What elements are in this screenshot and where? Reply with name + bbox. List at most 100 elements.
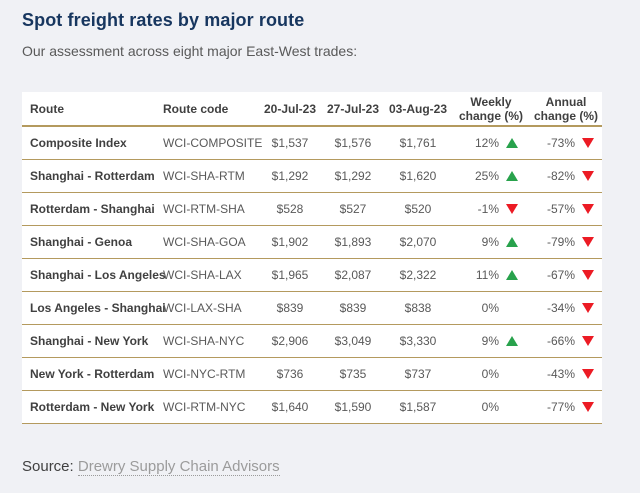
weekly-change-value: 0% <box>481 367 499 381</box>
annual-change-cell: -34% <box>530 291 602 325</box>
route-code-cell: WCI-SHA-GOA <box>163 225 258 259</box>
weekly-change-value: -1% <box>477 202 499 216</box>
route-cell: Shanghai - Rotterdam <box>22 159 163 193</box>
column-header-date-3: 03-Aug-23 <box>384 92 452 127</box>
annual-change-cell: -73% <box>530 126 602 160</box>
column-header-label: 20-Jul-23 <box>263 101 317 116</box>
route-cell: Rotterdam - Shanghai <box>22 192 163 226</box>
rate-cell-03-aug: $520 <box>384 192 452 226</box>
rates-table-card: Route Route code 20-Jul-23 27-Jul-23 03-… <box>22 92 602 424</box>
rate-cell-03-aug: $3,330 <box>384 324 452 358</box>
down-arrow-icon <box>582 204 594 214</box>
weekly-change-cell: 9% <box>452 324 530 358</box>
rate-cell-27-jul: $735 <box>322 357 384 391</box>
down-arrow-icon <box>582 270 594 280</box>
rate-cell-27-jul: $1,576 <box>322 126 384 160</box>
weekly-change-cell: 11% <box>452 258 530 292</box>
annual-change-cell: -77% <box>530 390 602 424</box>
up-arrow-icon <box>506 237 518 247</box>
column-header-route-code: Route code <box>163 92 258 127</box>
rate-cell-27-jul: $839 <box>322 291 384 325</box>
annual-change-value: -43% <box>546 367 575 381</box>
down-arrow-icon <box>506 204 518 214</box>
route-code-cell: WCI-NYC-RTM <box>163 357 258 391</box>
down-arrow-icon <box>582 336 594 346</box>
rate-cell-27-jul: $1,893 <box>322 225 384 259</box>
route-cell: Shanghai - Genoa <box>22 225 163 259</box>
weekly-change-cell: -1% <box>452 192 530 226</box>
annual-change-value: -73% <box>546 136 575 150</box>
route-cell: Rotterdam - New York <box>22 390 163 424</box>
weekly-change-value: 0% <box>481 301 499 315</box>
table-row: Shanghai - New York WCI-SHA-NYC $2,906 $… <box>22 324 602 358</box>
rate-cell-03-aug: $838 <box>384 291 452 325</box>
rate-cell-03-aug: $1,620 <box>384 159 452 193</box>
up-arrow-icon <box>506 138 518 148</box>
annual-change-value: -77% <box>546 400 575 414</box>
weekly-change-cell: 9% <box>452 225 530 259</box>
weekly-change-value: 12% <box>474 136 499 150</box>
rate-cell-27-jul: $3,049 <box>322 324 384 358</box>
annual-change-cell: -82% <box>530 159 602 193</box>
route-cell: Composite Index <box>22 126 163 160</box>
column-header-label: change (%) <box>458 108 523 123</box>
up-arrow-icon <box>506 171 518 181</box>
rate-cell-27-jul: $527 <box>322 192 384 226</box>
table-row: Shanghai - Los Angeles WCI-SHA-LAX $1,96… <box>22 258 602 292</box>
annual-change-value: -57% <box>546 202 575 216</box>
weekly-change-cell: 25% <box>452 159 530 193</box>
table-header-row: Route Route code 20-Jul-23 27-Jul-23 03-… <box>22 92 602 127</box>
weekly-change-value: 0% <box>481 400 499 414</box>
down-arrow-icon <box>582 237 594 247</box>
weekly-change-cell: 0% <box>452 357 530 391</box>
column-header-weekly-change: Weekly change (%) <box>452 92 530 127</box>
weekly-change-cell: 0% <box>452 390 530 424</box>
page-subtitle: Our assessment across eight major East-W… <box>22 43 358 59</box>
up-arrow-icon <box>506 336 518 346</box>
route-code-cell: WCI-SHA-RTM <box>163 159 258 193</box>
table-row: Shanghai - Rotterdam WCI-SHA-RTM $1,292 … <box>22 159 602 193</box>
route-code-cell: WCI-SHA-NYC <box>163 324 258 358</box>
table-row: New York - Rotterdam WCI-NYC-RTM $736 $7… <box>22 357 602 391</box>
column-header-annual-change: Annual change (%) <box>530 92 602 127</box>
down-arrow-icon <box>582 369 594 379</box>
route-code-cell: WCI-RTM-NYC <box>163 390 258 424</box>
table-header: Route Route code 20-Jul-23 27-Jul-23 03-… <box>22 92 602 127</box>
annual-change-value: -82% <box>546 169 575 183</box>
rate-cell-27-jul: $2,087 <box>322 258 384 292</box>
up-arrow-icon <box>506 270 518 280</box>
rate-cell-20-jul: $1,640 <box>258 390 322 424</box>
column-header-route: Route <box>22 92 163 127</box>
route-code-cell: WCI-SHA-LAX <box>163 258 258 292</box>
route-code-cell: WCI-RTM-SHA <box>163 192 258 226</box>
route-code-cell: WCI-COMPOSITE <box>163 126 262 160</box>
down-arrow-icon <box>582 171 594 181</box>
rate-cell-20-jul: $1,902 <box>258 225 322 259</box>
annual-change-value: -79% <box>546 235 575 249</box>
route-code-cell: WCI-LAX-SHA <box>163 291 258 325</box>
column-header-label: Route <box>30 101 64 116</box>
rate-cell-03-aug: $1,761 <box>384 126 452 160</box>
rate-cell-03-aug: $2,070 <box>384 225 452 259</box>
down-arrow-icon <box>582 402 594 412</box>
down-arrow-icon <box>582 303 594 313</box>
column-header-date-2: 27-Jul-23 <box>322 92 384 127</box>
rates-table: Route Route code 20-Jul-23 27-Jul-23 03-… <box>22 92 602 424</box>
rate-cell-20-jul: $736 <box>258 357 322 391</box>
rate-cell-20-jul: $1,537 <box>258 126 322 160</box>
rate-cell-20-jul: $1,965 <box>258 258 322 292</box>
down-arrow-icon <box>582 138 594 148</box>
rate-cell-20-jul: $1,292 <box>258 159 322 193</box>
annual-change-value: -34% <box>546 301 575 315</box>
column-header-label: 27-Jul-23 <box>326 101 380 116</box>
column-header-label: 03-Aug-23 <box>388 101 447 116</box>
column-header-label: Route code <box>163 101 229 116</box>
table-body: Composite Index WCI-COMPOSITE $1,537 $1,… <box>22 126 602 424</box>
rate-cell-20-jul: $528 <box>258 192 322 226</box>
rate-cell-20-jul: $2,906 <box>258 324 322 358</box>
weekly-change-cell: 12% <box>452 126 530 160</box>
route-cell: Shanghai - Los Angeles <box>22 258 166 292</box>
rate-cell-03-aug: $1,587 <box>384 390 452 424</box>
source-link[interactable]: Drewry Supply Chain Advisors <box>77 458 280 476</box>
